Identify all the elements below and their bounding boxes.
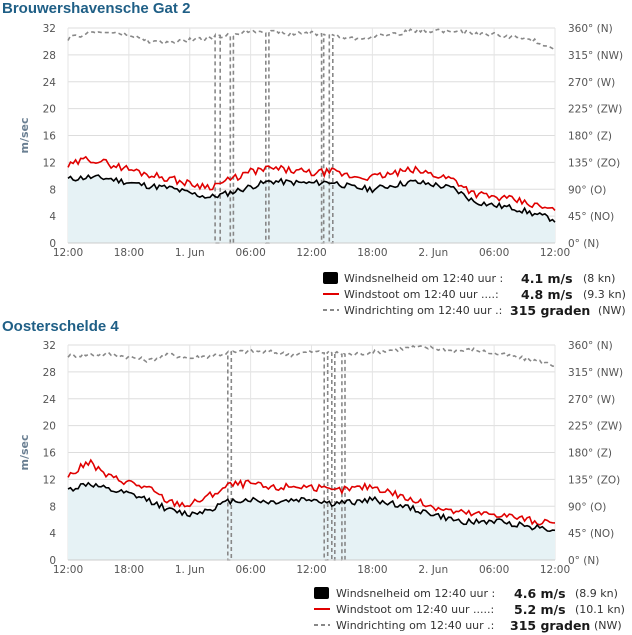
y2-tick-label: 360° (N) <box>568 23 613 35</box>
x-tick-label: 06:00 <box>479 247 509 259</box>
y-tick-label: 32 <box>43 23 56 35</box>
legend-label: Windrichting om 12:40 uur .: <box>336 619 495 632</box>
legend-swatch-line <box>314 608 330 610</box>
chart-title: Oosterschelde 4 <box>2 318 119 335</box>
y2-tick-label: 0° (N) <box>568 238 599 250</box>
y-tick-label: 16 <box>43 131 57 143</box>
x-tick-label: 2. Jun <box>418 247 448 259</box>
x-tick-label: 12:00 <box>296 247 326 259</box>
y2-tick-label: 135° (ZO) <box>568 157 620 169</box>
x-tick-label: 2. Jun <box>418 564 448 576</box>
x-tick-label: 06:00 <box>235 247 265 259</box>
y2-tick-label: 315° (NW) <box>568 50 623 62</box>
x-tick-label: 18:00 <box>114 564 144 576</box>
y-tick-label: 0 <box>49 238 56 250</box>
y-tick-label: 8 <box>49 501 56 513</box>
station-panel-oosterschelde: Oosterschelde 4 0 4 8 12 16 20 24 28 32 0° (N) 45°… <box>0 318 632 635</box>
y2-tick-label: 90° (O) <box>568 184 606 196</box>
y-axis-title: m/sec <box>18 117 31 153</box>
legend-swatch-dash <box>314 624 330 626</box>
series-line-windstoot <box>67 155 556 211</box>
legend-swatch-box <box>323 271 339 285</box>
y2-tick-label: 270° (W) <box>568 77 615 89</box>
y2-tick-label: 0° (N) <box>568 555 599 567</box>
x-tick-label: 06:00 <box>479 564 509 576</box>
y-tick-label: 16 <box>43 448 57 460</box>
legend-label: Windstoot om 12:40 uur .....: <box>336 603 495 616</box>
y2-tick-label: 360° (N) <box>568 340 613 352</box>
y-tick-label: 28 <box>43 50 56 62</box>
legend-swatch-line <box>323 293 339 295</box>
y-tick-label: 4 <box>49 211 56 223</box>
x-tick-label: 06:00 <box>235 564 265 576</box>
y-tick-label: 28 <box>43 367 56 379</box>
y2-tick-label: 225° (ZW) <box>568 421 622 433</box>
y-tick-label: 8 <box>49 184 56 196</box>
x-tick-label: 1. Jun <box>175 564 205 576</box>
series-line-windstoot <box>67 458 556 526</box>
legend-value: 4.8 m/s <box>521 287 573 302</box>
series-line-windsnelheid <box>67 481 556 533</box>
y-tick-label: 24 <box>43 77 57 89</box>
y2-tick-label: 45° (NO) <box>568 528 614 540</box>
legend-value: 315 graden <box>510 618 591 633</box>
y-tick-label: 24 <box>43 394 57 406</box>
legend-swatch-box <box>314 586 330 600</box>
x-tick-label: 18:00 <box>114 247 144 259</box>
x-tick-label: 12:00 <box>540 564 570 576</box>
series-line-windrichting <box>67 27 556 244</box>
y-tick-label: 4 <box>49 528 56 540</box>
y2-tick-label: 315° (NW) <box>568 367 623 379</box>
y-tick-label: 12 <box>43 157 56 169</box>
legend-label: Windrichting om 12:40 uur .: <box>344 304 503 317</box>
series-line-windrichting <box>67 345 556 561</box>
wind-chart: 0 4 8 12 16 20 24 28 32 0° (N) 45° (NO) 90° (O) 135°… <box>18 340 623 576</box>
legend-unit: (8.9 kn) <box>575 587 618 600</box>
y2-tick-label: 90° (O) <box>568 501 606 513</box>
y-tick-label: 20 <box>43 104 56 116</box>
legend-value: 4.1 m/s <box>521 271 573 286</box>
legend-swatch-dash <box>323 309 339 311</box>
y-axis-title: m/sec <box>18 434 31 470</box>
x-tick-label: 12:00 <box>53 247 83 259</box>
legend-unit: (9.3 kn) <box>583 288 626 301</box>
speed-area <box>68 482 555 560</box>
legend-unit: (NW) <box>598 304 626 317</box>
y2-tick-label: 180° (Z) <box>568 131 612 143</box>
legend-value: 315 graden <box>510 303 591 318</box>
y-tick-label: 0 <box>49 555 56 567</box>
legend-label: Windsnelheid om 12:40 uur : <box>336 587 496 600</box>
legend-unit: (8 kn) <box>583 272 616 285</box>
legend-unit: (10.1 kn) <box>575 603 625 616</box>
legend-value: 4.6 m/s <box>514 586 566 601</box>
series-line-windsnelheid <box>67 174 556 223</box>
chart-title: Brouwershavensche Gat 2 <box>2 0 191 17</box>
speed-area <box>68 175 555 243</box>
x-tick-label: 18:00 <box>357 247 387 259</box>
legend-unit: (NW) <box>594 619 622 632</box>
x-tick-label: 12:00 <box>540 247 570 259</box>
legend-label: Windsnelheid om 12:40 uur : <box>344 272 504 285</box>
y2-tick-label: 180° (Z) <box>568 448 612 460</box>
station-panel-brouwershavensche-gat: Brouwershavensche Gat 2 0 4 8 12 16 20 24 28 32 0… <box>2 0 626 318</box>
x-tick-label: 1. Jun <box>175 247 205 259</box>
x-tick-label: 18:00 <box>357 564 387 576</box>
y-tick-label: 32 <box>43 340 56 352</box>
x-tick-label: 12:00 <box>53 564 83 576</box>
y2-tick-label: 270° (W) <box>568 394 615 406</box>
y2-tick-label: 45° (NO) <box>568 211 614 223</box>
y-tick-label: 12 <box>43 474 56 486</box>
legend-value: 5.2 m/s <box>514 602 566 617</box>
legend-label: Windstoot om 12:40 uur ....: <box>344 288 499 301</box>
y-tick-label: 20 <box>43 421 56 433</box>
x-tick-label: 12:00 <box>296 564 326 576</box>
y2-tick-label: 225° (ZW) <box>568 104 622 116</box>
wind-chart: 0 4 8 12 16 20 24 28 32 0° (N) 45° (NO) 90° (O) 135°… <box>18 23 623 259</box>
y2-tick-label: 135° (ZO) <box>568 474 620 486</box>
